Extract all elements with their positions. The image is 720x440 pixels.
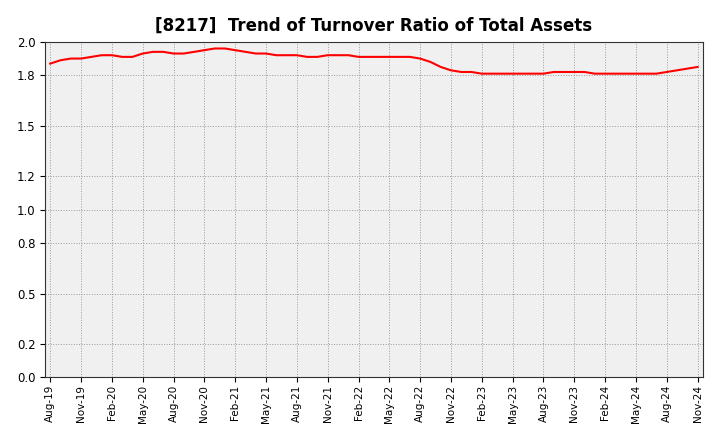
Title: [8217]  Trend of Turnover Ratio of Total Assets: [8217] Trend of Turnover Ratio of Total …	[156, 17, 593, 35]
